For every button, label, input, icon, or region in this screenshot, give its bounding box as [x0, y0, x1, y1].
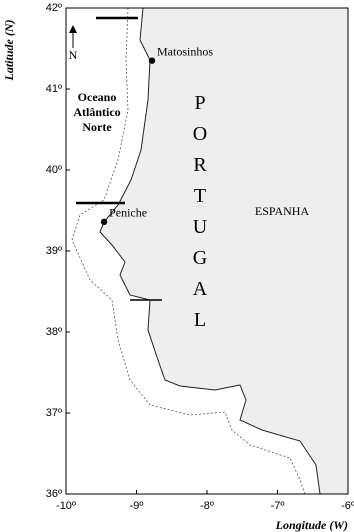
country-label: PORTUGAL [189, 92, 211, 340]
place-marker [100, 218, 108, 226]
place-marker [148, 57, 156, 64]
neighbour-label: ESPANHA [255, 204, 310, 218]
x-tick-label: -10º [56, 500, 76, 512]
ocean-label: Oceano [78, 90, 117, 104]
ocean-label: Atlântico [73, 105, 120, 119]
y-tick-label: 40º [46, 164, 62, 176]
y-axis-label: Latitude (N) [2, 20, 16, 82]
bathymetry [71, 7, 306, 495]
x-tick-label: -8º [200, 500, 214, 512]
place-label: Peniche [109, 206, 147, 220]
x-tick-label: -6º [341, 500, 354, 512]
north-label: N [69, 48, 78, 62]
land [99, 7, 349, 495]
y-tick-label: 39º [46, 245, 62, 257]
x-tick-label: -7º [271, 500, 285, 512]
y-tick-label: 38º [46, 326, 62, 338]
y-tick-label: 41º [46, 83, 62, 95]
y-tick-label: 36º [46, 488, 62, 500]
y-tick-label: 37º [46, 407, 62, 419]
place-label: Matosinhos [157, 44, 213, 58]
ocean-label: Norte [82, 120, 112, 134]
north-arrow-head [69, 25, 77, 33]
x-axis-label: Longitude (W) [275, 518, 348, 532]
x-tick-label: -9º [130, 500, 144, 512]
y-tick-label: 42º [46, 2, 62, 14]
